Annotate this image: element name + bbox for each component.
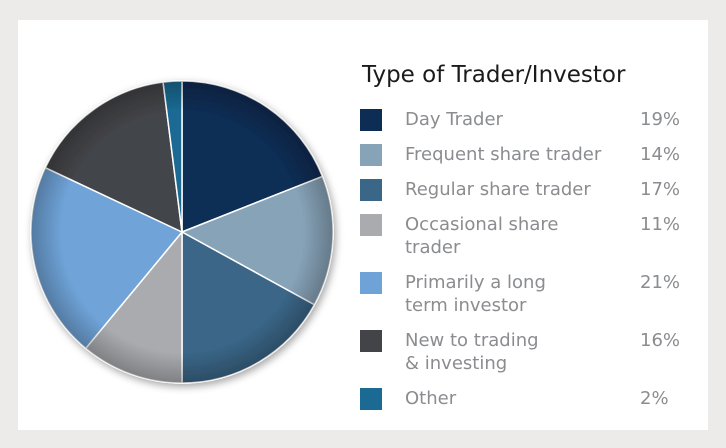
legend-item: Other 2% (360, 387, 690, 410)
value-label: 16% (640, 330, 681, 351)
legend-label: Day Trader (405, 109, 503, 130)
pie (30, 80, 334, 384)
chart-title: Type of Trader/Investor (362, 62, 626, 88)
legend-label: Occasional share trader (405, 214, 559, 258)
legend-swatch (360, 330, 382, 352)
value-label: 2% (640, 388, 669, 409)
legend-swatch (360, 214, 382, 236)
legend-label: Regular share trader (405, 179, 591, 200)
value-label: 11% (640, 214, 681, 235)
legend-item: Regular share trader 17% (360, 178, 690, 201)
value-label: 19% (640, 109, 681, 130)
legend-item: New to trading & investing 16% (360, 329, 690, 375)
value-label: 21% (640, 272, 681, 293)
legend-swatch (360, 388, 382, 410)
value-label: 14% (640, 144, 681, 165)
legend-item: Frequent share trader 14% (360, 143, 690, 166)
legend-swatch (360, 272, 382, 294)
legend-label: Primarily a long term investor (405, 272, 546, 316)
legend-swatch (360, 109, 382, 131)
legend-item: Day Trader 19% (360, 108, 690, 131)
legend-label: New to trading & investing (405, 330, 539, 374)
legend: Day Trader 19% Frequent share trader 14% Reg… (360, 108, 690, 410)
legend-item: Occasional share trader 11% (360, 213, 690, 259)
legend-swatch (360, 179, 382, 201)
value-label: 17% (640, 179, 681, 200)
legend-swatch (360, 144, 382, 166)
legend-label: Other (405, 388, 457, 409)
legend-label: Frequent share trader (405, 144, 602, 165)
legend-item: Primarily a long term investor 21% (360, 271, 690, 317)
